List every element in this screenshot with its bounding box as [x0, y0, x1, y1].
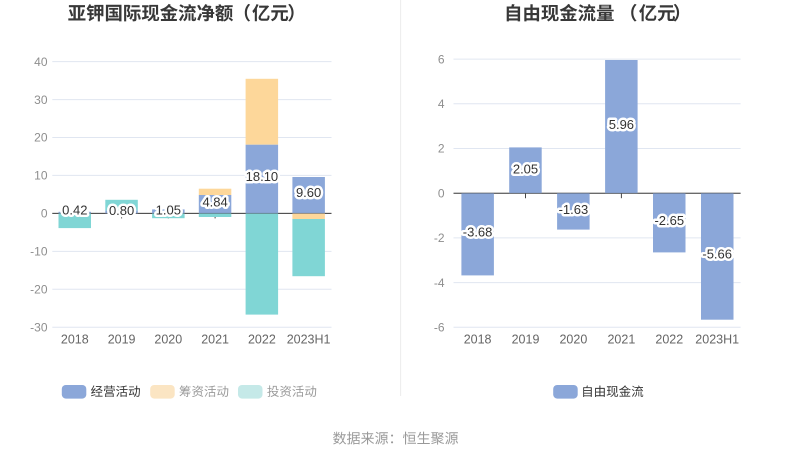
svg-text:2018: 2018 [464, 333, 492, 347]
svg-text:-3.68: -3.68 [463, 225, 493, 240]
svg-text:20: 20 [34, 131, 48, 145]
svg-text:2019: 2019 [108, 333, 136, 347]
svg-text:2020: 2020 [154, 333, 182, 347]
svg-text:0.80: 0.80 [109, 203, 134, 218]
svg-text:0: 0 [41, 207, 48, 221]
svg-text:2023H1: 2023H1 [695, 333, 739, 347]
svg-text:2022: 2022 [248, 333, 276, 347]
svg-text:2021: 2021 [607, 333, 635, 347]
svg-text:-10: -10 [30, 245, 48, 259]
svg-text:10: 10 [34, 169, 48, 183]
svg-text:0.42: 0.42 [62, 203, 87, 218]
svg-text:2.05: 2.05 [513, 162, 538, 177]
svg-text:4: 4 [438, 97, 445, 111]
svg-text:-1.63: -1.63 [559, 202, 589, 217]
svg-text:-2: -2 [434, 231, 445, 245]
svg-text:-5.66: -5.66 [702, 247, 732, 262]
svg-text:40: 40 [34, 55, 48, 69]
svg-text:6: 6 [438, 52, 445, 66]
svg-text:30: 30 [34, 93, 48, 107]
svg-text:4.84: 4.84 [202, 195, 227, 210]
svg-text:2023H1: 2023H1 [287, 333, 331, 347]
svg-text:5.96: 5.96 [609, 117, 634, 132]
svg-text:2018: 2018 [61, 333, 89, 347]
svg-text:2: 2 [438, 142, 445, 156]
svg-text:2021: 2021 [201, 333, 229, 347]
svg-text:2022: 2022 [655, 333, 683, 347]
svg-text:2019: 2019 [512, 333, 540, 347]
svg-text:-6: -6 [434, 321, 445, 335]
svg-text:0: 0 [438, 186, 445, 200]
svg-text:18.10: 18.10 [246, 169, 279, 184]
svg-text:-20: -20 [30, 283, 48, 297]
svg-text:9.60: 9.60 [296, 185, 321, 200]
svg-text:-4: -4 [434, 276, 445, 290]
svg-text:-2.65: -2.65 [654, 213, 684, 228]
svg-text:2020: 2020 [559, 333, 587, 347]
svg-text:1.05: 1.05 [156, 203, 181, 218]
svg-text:-30: -30 [30, 320, 48, 334]
